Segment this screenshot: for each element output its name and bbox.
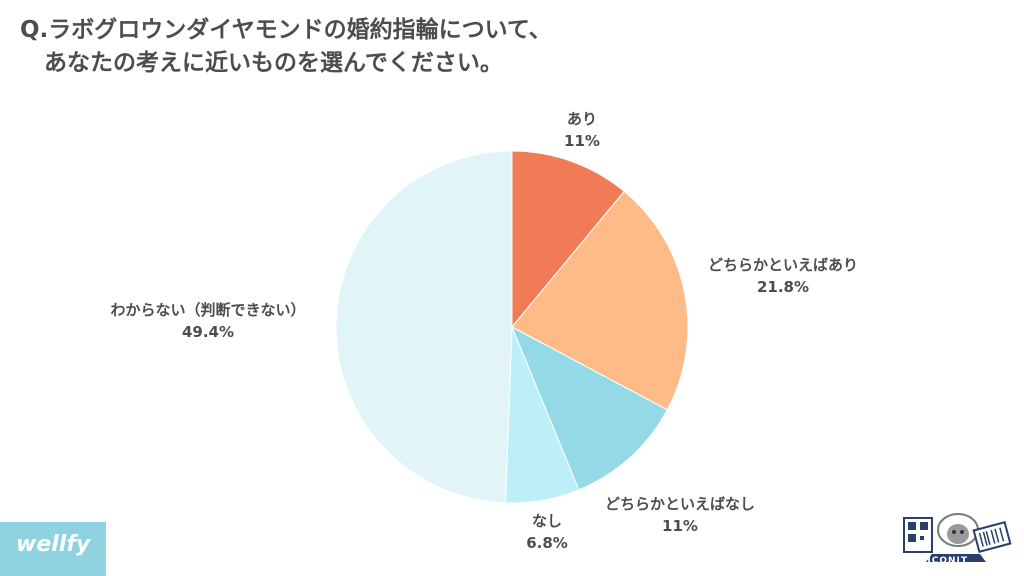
logo-text: ICONIT <box>927 556 968 566</box>
slice-percent: 11% <box>564 131 600 150</box>
slice-name: あり <box>566 110 597 128</box>
title-line-2: あなたの考えに近いものを選んでください。 <box>44 50 503 77</box>
slice-label-ari: あり 11% <box>557 109 607 153</box>
slice-percent: 11% <box>662 516 698 535</box>
slice-label-wakaranai: わからない（判断できない） 49.4% <box>86 300 330 344</box>
sheep-mascot-icon <box>903 513 1012 562</box>
slice-name: わからない（判断できない） <box>110 301 306 319</box>
slice-name: なし <box>531 512 562 530</box>
slice-name: どちらかといえばなし <box>604 495 755 513</box>
slice-percent: 6.8% <box>526 533 568 552</box>
slice-label-dochira-ari: どちらかといえばあり 21.8% <box>688 255 878 299</box>
pie-slice-1 <box>511 190 689 411</box>
pie-slice-0 <box>511 150 625 329</box>
slice-label-nashi: なし 6.8% <box>517 511 577 555</box>
title-line-1: Q.ラボグロウンダイヤモンドの婚約指輪について、 <box>20 17 552 43</box>
brand-badge: wellfy <box>0 522 106 576</box>
slice-label-dochira-nashi: どちらかといえばなし 11% <box>585 494 775 538</box>
pie-slice-4 <box>335 150 513 504</box>
pie-slice-2 <box>511 325 668 491</box>
chart-title: Q.ラボグロウンダイヤモンドの婚約指輪について、 あなたの考えに近いものを選んで… <box>20 14 552 81</box>
slice-percent: 49.4% <box>181 322 235 341</box>
slice-percent: 21.8% <box>756 277 810 296</box>
slice-name: どちらかといえばあり <box>707 256 858 274</box>
brand-name: wellfy <box>16 532 91 557</box>
